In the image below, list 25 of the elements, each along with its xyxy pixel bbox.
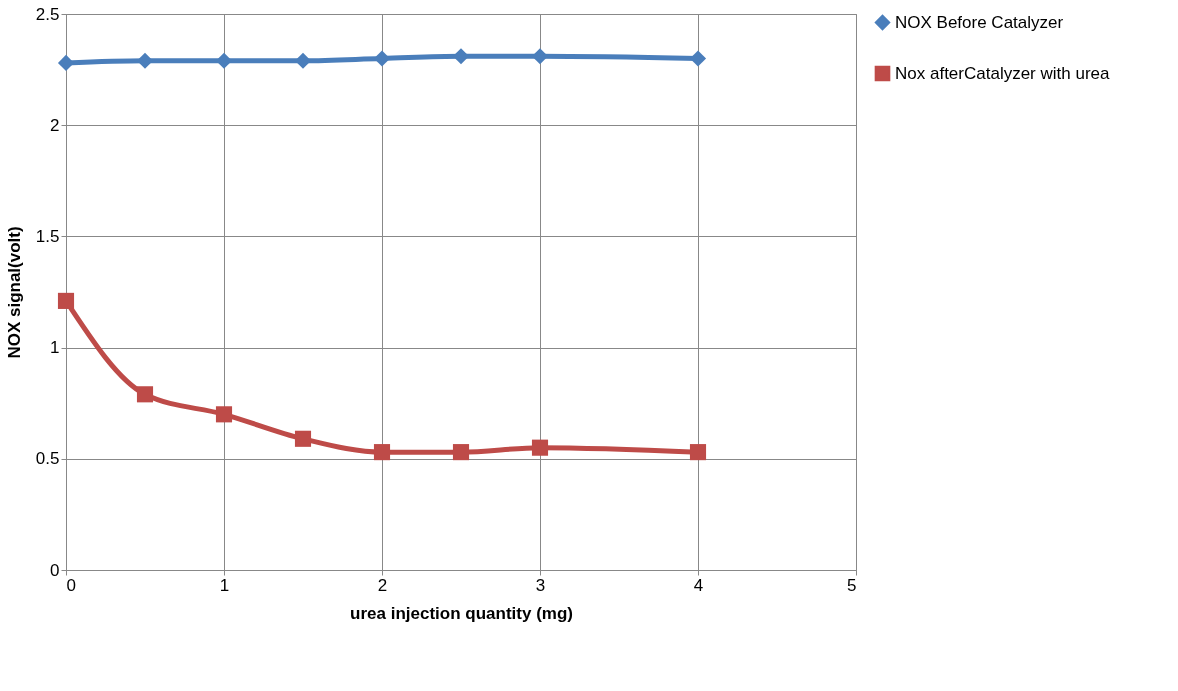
y-axis-title: NOX signal(volt) (4, 226, 24, 359)
x-tick-label: 3 (535, 575, 546, 595)
x-axis-title: urea injection quantity (mg) (350, 603, 573, 623)
x-tick-label: 5 (847, 575, 857, 595)
x-tick-label: 0 (66, 575, 76, 595)
y-tick-label: 2.5 (35, 4, 60, 24)
point (215, 406, 233, 423)
y-tick-label: 1 (50, 338, 60, 358)
y-tick-label: 1.5 (35, 226, 60, 246)
point (452, 444, 470, 461)
point (689, 444, 707, 461)
legend-label: Nox afterCatalyzer with urea (895, 63, 1111, 83)
y-tick-label: 0 (50, 560, 60, 580)
point (136, 386, 154, 403)
x-tick-label: 4 (693, 575, 704, 595)
legend-label: NOX Before Catalyzer (895, 12, 1064, 32)
point (57, 292, 75, 309)
y-tick-label: 0.5 (35, 449, 60, 469)
x-tick-label: 2 (377, 575, 388, 595)
y-tick-label: 2 (50, 115, 60, 135)
point (373, 50, 391, 67)
point (294, 430, 312, 447)
x-tick-label: 1 (219, 575, 230, 595)
point (373, 444, 391, 461)
point (531, 439, 549, 456)
